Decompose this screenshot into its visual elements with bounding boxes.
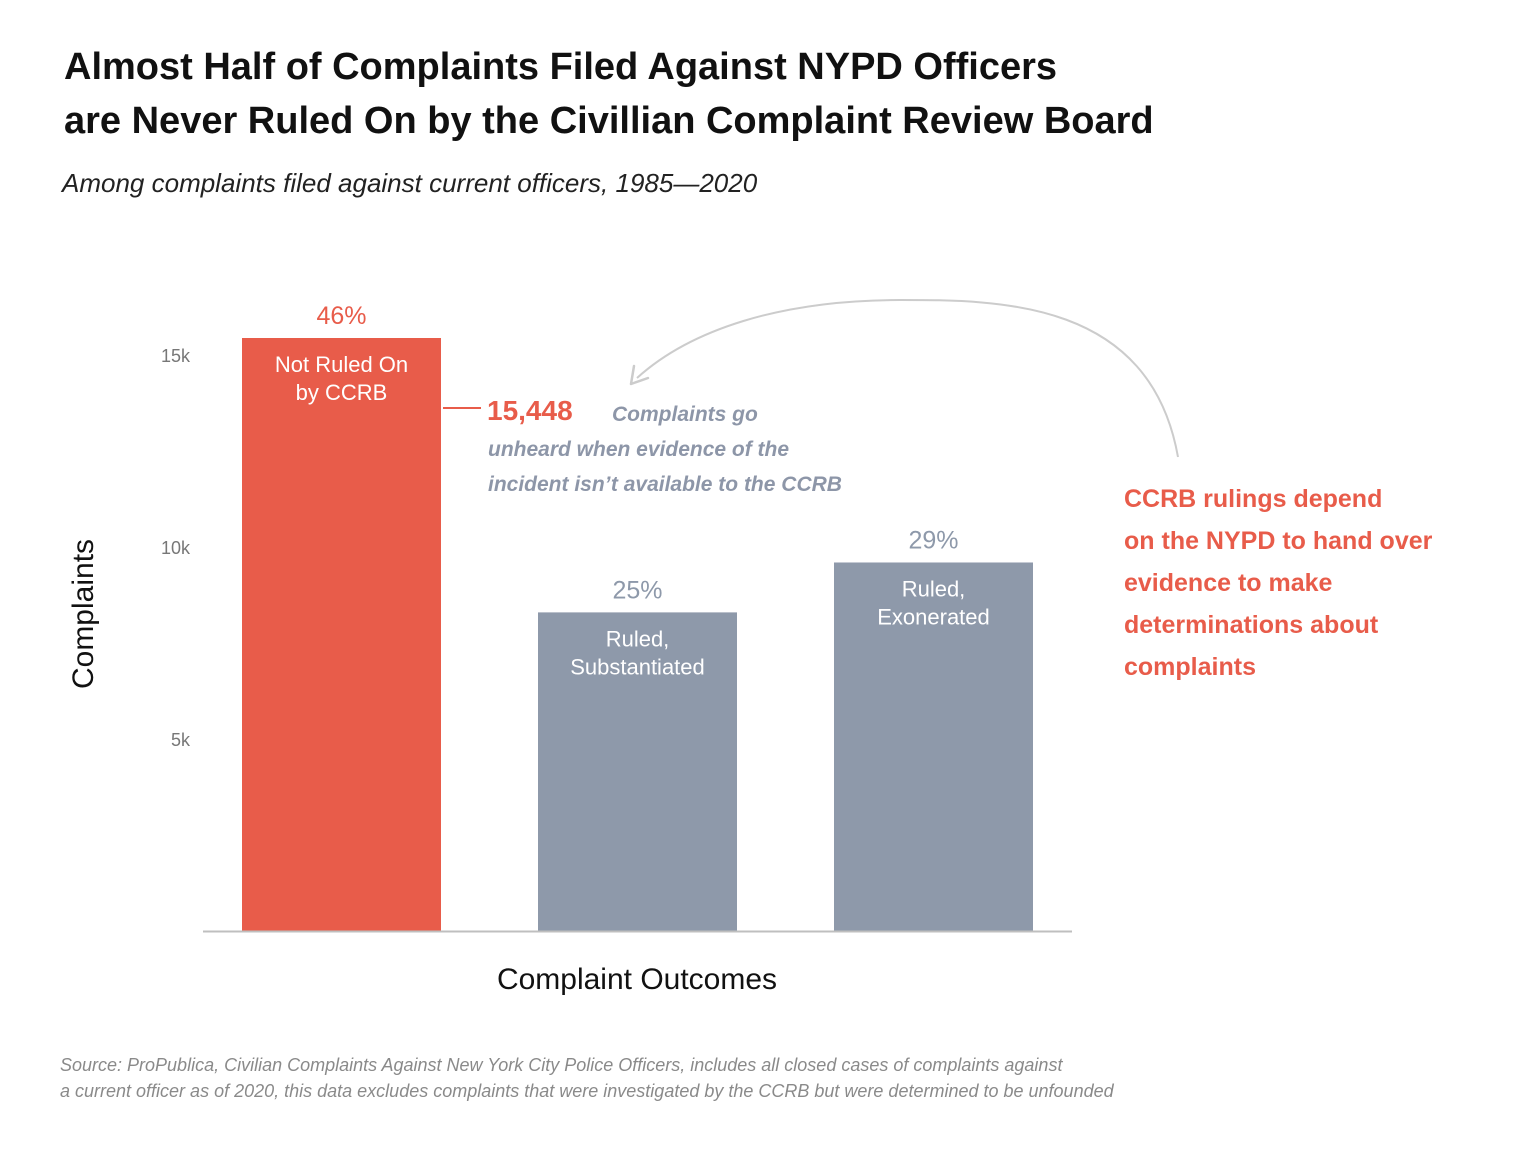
source-line-1: Source: ProPublica, Civilian Complaints … <box>60 1055 1063 1075</box>
bar-category-label: Substantiated <box>570 654 705 679</box>
side-note-line-4: determinations about <box>1124 611 1379 639</box>
bar-category-label: Ruled, <box>902 576 966 601</box>
side-note-line-2: on the NYPD to hand over <box>1124 527 1433 555</box>
chart-title-line-2: are Never Ruled On by the Civillian Comp… <box>64 100 1154 142</box>
y-tick-label: 10k <box>161 538 191 558</box>
bar-category-label: Not Ruled On <box>275 352 408 377</box>
bar <box>834 562 1033 931</box>
bar-percent-label: 29% <box>908 526 958 554</box>
y-tick-label: 15k <box>161 346 191 366</box>
bar-percent-label: 46% <box>316 302 366 330</box>
chart-title-line-1: Almost Half of Complaints Filed Against … <box>64 46 1058 88</box>
annotation-arrowhead <box>629 364 650 386</box>
y-axis-ticks: 5k 10k 15k <box>161 346 191 750</box>
bar-percent-label: 25% <box>612 576 662 604</box>
callout-text-line-3: incident isn’t available to the CCRB <box>488 473 842 496</box>
bar <box>242 338 441 931</box>
callout-text-line-2: unheard when evidence of the <box>488 438 789 461</box>
side-note-line-3: evidence to make <box>1124 569 1333 597</box>
bars: 46% Not Ruled On by CCRB 25% Ruled, Substanti… <box>242 302 1033 931</box>
bar-category-label: Exonerated <box>877 604 990 629</box>
side-note-line-1: CCRB rulings depend <box>1124 485 1382 513</box>
callout-value: 15,448 <box>487 395 573 426</box>
bar-category-label: by CCRB <box>296 380 388 405</box>
callout-text-line-1: Complaints go <box>612 403 758 426</box>
x-axis-title: Complaint Outcomes <box>497 963 777 996</box>
y-axis-title: Complaints <box>67 539 100 689</box>
bar-category-label: Ruled, <box>606 626 670 651</box>
chart-subtitle: Among complaints filed against current o… <box>62 168 758 198</box>
source-note: Source: ProPublica, Civilian Complaints … <box>60 1052 1114 1104</box>
y-tick-label: 5k <box>171 730 191 750</box>
source-line-2: a current officer as of 2020, this data … <box>60 1081 1114 1101</box>
bar <box>538 612 737 931</box>
side-note-line-5: complaints <box>1124 653 1256 681</box>
chart-title: Almost Half of Complaints Filed Against … <box>64 40 1464 148</box>
annotation-arrow <box>636 298 1179 458</box>
